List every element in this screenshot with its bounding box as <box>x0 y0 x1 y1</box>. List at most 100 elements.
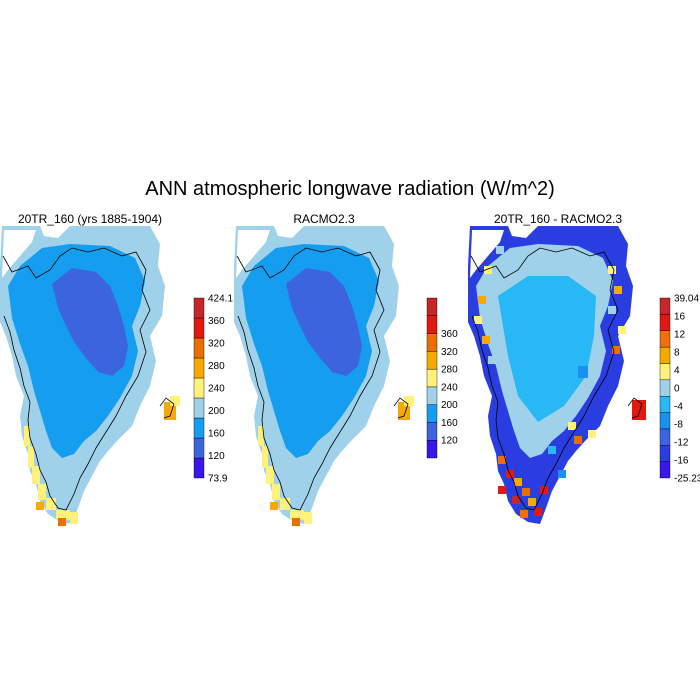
coastline-island <box>159 397 175 419</box>
grid-cell <box>588 430 596 438</box>
grid-cell <box>540 486 548 494</box>
coastline <box>470 247 619 511</box>
grid-cell <box>608 306 616 314</box>
panel-title-racmo: RACMO2.3 <box>293 212 355 226</box>
colorbar-tick-label: -16 <box>674 456 689 467</box>
colorbar-swatch <box>659 428 671 446</box>
colorbar-swatch <box>659 412 671 430</box>
coastal-cell <box>266 466 274 484</box>
colorbar-swatch <box>659 330 671 348</box>
colorbar-tick-label: 320 <box>441 347 458 358</box>
grid-cell <box>534 508 542 516</box>
coastal-cell <box>46 498 56 510</box>
colorbar-swatch <box>659 363 671 381</box>
coastline <box>236 247 385 511</box>
coastal-cell <box>262 446 268 468</box>
colorbar-swatch <box>193 357 205 379</box>
grid-cell <box>614 286 622 294</box>
colorbar-swatch <box>426 422 438 441</box>
map-panel-racmo <box>234 226 414 526</box>
figure-title: ANN atmospheric longwave radiation (W/m^… <box>145 178 555 200</box>
colorbar-swatch <box>193 397 205 419</box>
coastal-cell <box>258 426 264 446</box>
coastal-cell <box>272 484 280 500</box>
colorbar-tick-label: -4 <box>674 402 683 413</box>
coastal-cell <box>28 446 34 468</box>
colorbar-tick-label: 424.1 <box>208 294 233 305</box>
colorbar-tick-label: 8 <box>674 348 680 359</box>
colorbar-tick-label: -8 <box>674 420 683 431</box>
grid-cell <box>512 496 520 504</box>
grid-cell <box>498 456 506 464</box>
colorbar-swatch <box>193 457 205 479</box>
grid-cell <box>484 266 492 274</box>
coastline-island <box>627 397 643 419</box>
coastline-island <box>393 397 409 419</box>
colorbar-tick-label: 120 <box>208 451 225 462</box>
colorbar-tick-label: 360 <box>208 316 225 327</box>
coastal-cell <box>70 512 78 524</box>
colorbar-tick-label: 200 <box>441 400 458 411</box>
colorbar-tick-label: 240 <box>208 384 225 395</box>
grid-cell <box>608 266 616 274</box>
grid-cell <box>528 498 536 506</box>
colorbar-tick-label: 0 <box>674 384 680 395</box>
colorbar-tick-label: 280 <box>208 361 225 372</box>
grid-cell <box>612 346 620 354</box>
ice-sheet-core <box>498 276 596 422</box>
colorbar-swatch <box>659 379 671 397</box>
panel-title-model: 20TR_160 (yrs 1885-1904) <box>17 212 163 226</box>
coastline <box>2 247 151 511</box>
ocean-gap <box>2 230 36 278</box>
colorbar-racmo: 120 160 200 240 280 320 360 <box>426 297 458 459</box>
grid-cell <box>496 246 504 254</box>
colorbar-tick-label: 160 <box>441 418 458 429</box>
colorbar-swatch <box>193 297 205 319</box>
colorbar-swatch <box>426 333 438 352</box>
coastal-cell-warm <box>36 502 44 510</box>
colorbar-tick-label: -25.23 <box>674 474 700 485</box>
ice-sheet-core <box>52 268 128 376</box>
ocean-gap <box>470 230 504 278</box>
ice-sheet-core <box>286 268 362 376</box>
grid-cell <box>488 356 496 364</box>
colorbar-tick-label: 4 <box>674 366 680 377</box>
island-cell <box>404 396 414 406</box>
grid-cell <box>568 422 576 430</box>
coastal-cell <box>38 484 46 500</box>
colorbar-tick-label: 120 <box>441 436 458 447</box>
colorbar-swatch <box>193 337 205 359</box>
colorbar-tick-label: 12 <box>674 330 686 341</box>
colorbar-model: 73.9 120 160 200 240 280 320 360 424.1 <box>193 294 233 485</box>
colorbar-swatch <box>426 315 438 334</box>
grid-cell <box>578 366 588 378</box>
colorbar-swatch <box>659 346 671 364</box>
map-panel-model <box>0 226 180 526</box>
colorbar-tick-label: 73.9 <box>208 474 228 485</box>
colorbar-swatch <box>193 317 205 339</box>
coastal-cell-warm <box>292 518 300 526</box>
colorbar-swatch <box>659 395 671 413</box>
colorbar-swatch <box>659 445 671 462</box>
colorbar-swatch <box>426 404 438 423</box>
colorbar-tick-label: 200 <box>208 406 225 417</box>
grid-cell <box>520 510 528 518</box>
colorbar-swatch <box>659 297 671 315</box>
coastal-cell <box>32 466 40 484</box>
island-cell <box>632 400 646 420</box>
colorbar-swatch <box>426 386 438 405</box>
colorbar-swatch <box>426 368 438 388</box>
grid-cell <box>482 336 490 344</box>
colorbar-tick-label: 160 <box>208 429 225 440</box>
ocean-gap <box>236 230 270 278</box>
colorbar-swatch <box>426 440 438 459</box>
grid-cell <box>514 478 522 486</box>
colorbar-tick-label: 16 <box>674 312 686 323</box>
grid-cell <box>574 436 582 444</box>
colorbar-tick-label: 280 <box>441 365 458 376</box>
coastal-cell-warm <box>270 502 278 510</box>
colorbar-swatch <box>659 314 671 331</box>
coastal-cell <box>304 512 312 524</box>
grid-cell <box>478 296 486 304</box>
coastal-cell <box>24 426 30 446</box>
